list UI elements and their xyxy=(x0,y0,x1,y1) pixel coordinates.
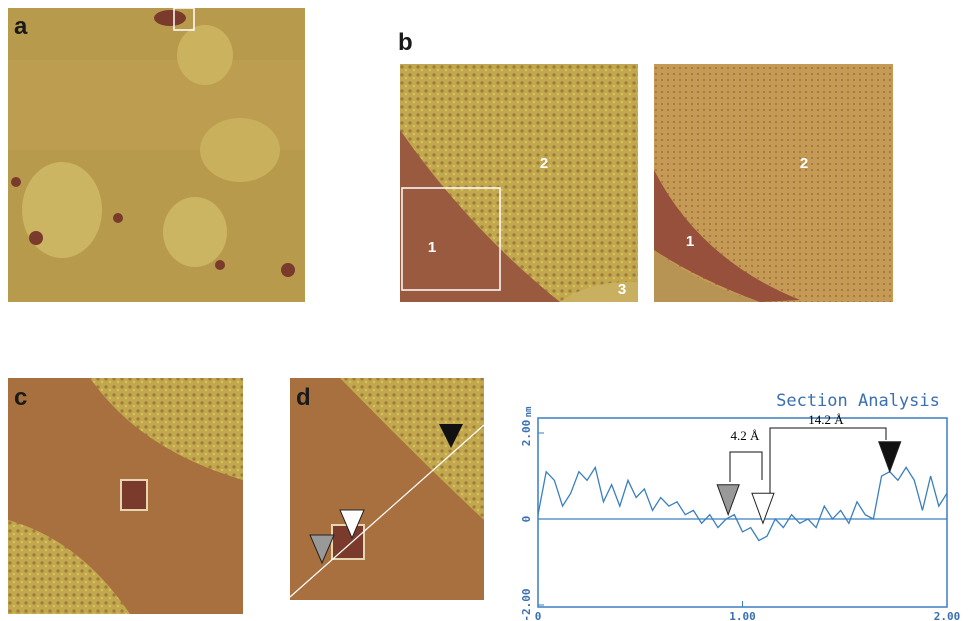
y-unit: nm xyxy=(524,406,534,417)
panel-label: c xyxy=(14,384,27,411)
region-label: 2 xyxy=(540,155,548,172)
afm-image-b-right xyxy=(654,64,893,302)
chart-title: Section Analysis xyxy=(776,391,940,411)
afm-image-a xyxy=(8,7,305,302)
y-tick-label: 0 xyxy=(520,516,533,523)
panel-label: d xyxy=(296,384,311,411)
cursor-marker xyxy=(751,492,775,525)
annotation: 14.2 Å xyxy=(808,412,844,427)
x-tick-label: 1.00 xyxy=(729,610,756,621)
afm-image-b-left xyxy=(400,64,638,302)
panel-label: b xyxy=(398,29,413,56)
x-tick-label: 2.00 xyxy=(934,610,961,621)
annotation: 4.2 Å xyxy=(731,428,761,443)
afm-image-c xyxy=(8,378,243,614)
profile-line xyxy=(537,465,948,542)
cursor-marker xyxy=(878,441,902,474)
region-label: 1 xyxy=(428,239,436,256)
cursor-marker xyxy=(716,484,740,517)
region-label: 2 xyxy=(800,155,808,172)
region-label: 1 xyxy=(686,233,694,250)
y-tick-label: -2.00 xyxy=(520,588,533,621)
afm-image-d xyxy=(289,378,485,600)
y-tick-label: 2.00 xyxy=(520,420,533,447)
section-analysis: Section Analysis nm 4.2 Å 14.2 Å 2.000-2… xyxy=(520,391,960,621)
region-label: 3 xyxy=(618,281,626,298)
x-tick-label: 0 xyxy=(535,610,542,621)
panel-label: a xyxy=(14,13,28,40)
